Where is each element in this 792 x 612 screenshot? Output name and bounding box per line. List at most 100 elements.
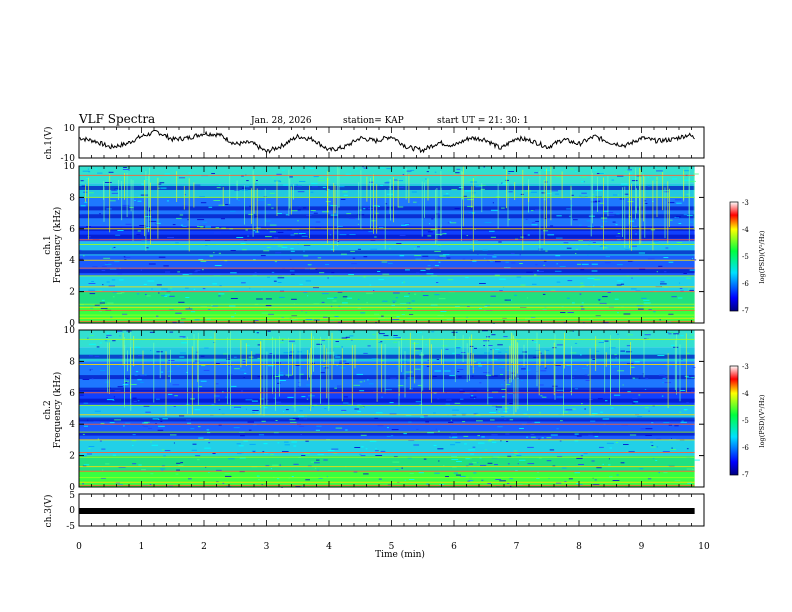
ch2-spec-speckle: [254, 330, 256, 332]
ch2-spec-speckle: [194, 349, 196, 351]
ch2-spec-speckle: [219, 409, 221, 410]
ch2-spec-layer: [79, 330, 695, 348]
ch2-spec-speckle: [680, 421, 687, 423]
ch1-spec-speckle: [241, 282, 246, 284]
ch1-spec-speckle: [479, 308, 482, 309]
ch2-spec-speckle: [468, 463, 474, 465]
ch1-spec-speckle: [263, 250, 270, 252]
ch2-spec-speckle: [472, 462, 477, 464]
ch1-spec-speckle: [668, 261, 674, 263]
ch2-spec-speckle: [441, 345, 448, 347]
time-tick-label: 2: [201, 542, 207, 552]
ch2-spec-speckle: [275, 401, 282, 403]
ch1-spec-speckle: [234, 312, 236, 314]
ch2-spec-speckle: [280, 371, 284, 373]
ch2-spec-speckle: [178, 464, 184, 466]
ch2-spec-speckle: [393, 341, 398, 343]
ch1-spec-speckle: [590, 201, 598, 203]
ch2-spec-speckle: [101, 448, 106, 450]
ch2-spec-speckle: [369, 440, 377, 442]
ch1-spec-speckle: [683, 179, 691, 181]
ch1-spec-speckle: [543, 264, 545, 266]
ch1-spec-speckle: [231, 316, 235, 318]
ch2-spec-speckle: [204, 447, 211, 449]
ch2-spec-speckle: [505, 349, 508, 351]
ch2-spec-speckle: [470, 353, 472, 355]
ch2-spec-layer: [79, 455, 695, 472]
ch1-spec-speckle: [305, 319, 313, 320]
ch1-spec-speckle: [454, 208, 460, 210]
ch1-spec-speckle: [520, 236, 524, 238]
ch1-spec-speckle: [378, 279, 384, 281]
ch2-spec-speckle: [101, 469, 104, 471]
ch1-spec-speckle: [463, 195, 467, 197]
ch1-spec-speckle: [202, 288, 206, 290]
ch1-spec-speckle: [386, 168, 393, 170]
ch2-spec-speckle: [214, 395, 220, 397]
ch1-spec-speckle: [184, 287, 189, 289]
ch2-spec-speckle: [670, 449, 676, 450]
ch2-spec-speckle: [599, 446, 604, 448]
ch2-spec-speckle: [279, 380, 286, 381]
ch2-spec-speckle: [488, 345, 493, 346]
ch2-spec-speckle: [491, 434, 498, 436]
ch1-spec-speckle: [393, 302, 395, 303]
ch2-spec-speckle: [584, 408, 586, 410]
ch1-spec-speckle: [631, 180, 638, 182]
ch1-spec-speckle: [501, 182, 503, 184]
ch2-spec-speckle: [482, 330, 488, 332]
ch2-spec-speckle: [353, 471, 358, 473]
ch1-spec-speckle: [190, 311, 196, 313]
ch1-spec-speckle: [214, 265, 222, 266]
ch1-spec-speckle: [663, 257, 669, 258]
ch2-spec-speckle: [468, 331, 471, 332]
ch2-spec-speckle: [265, 465, 270, 467]
ch1-spec-speckle: [176, 217, 182, 219]
ch1-spec-speckle: [180, 224, 183, 226]
ch1-spec-speckle: [177, 321, 185, 323]
ch1-spec-speckle: [331, 272, 335, 274]
ch1-spec-speckle: [436, 282, 439, 283]
time-axis-label: Time (min): [375, 549, 425, 560]
ch1-spec-speckle: [399, 186, 404, 188]
ch2-spec-speckle: [582, 367, 588, 369]
ch2-spec-speckle: [473, 472, 477, 474]
ch2-spec-speckle: [627, 334, 634, 336]
ch1-spec-speckle: [600, 226, 603, 228]
ch1-spec-speckle: [305, 280, 311, 282]
ch2-spec-speckle: [357, 411, 361, 413]
ch1-spec-speckle: [165, 271, 171, 273]
ch2-spec-speckle: [381, 360, 384, 362]
ch1-spec-speckle: [332, 300, 337, 302]
ch2-spec-speckle: [408, 421, 412, 423]
ch2-spec-speckle: [360, 446, 364, 448]
ch1-spec-speckle: [301, 235, 308, 237]
ch2-spec-speckle: [267, 365, 274, 367]
ch1-spec-speckle: [526, 271, 533, 273]
ch2-spec-speckle: [521, 379, 523, 381]
ch2-spec-speckle: [89, 335, 95, 336]
ch2-spec-speckle: [137, 379, 142, 381]
ch2-spec-speckle: [670, 344, 676, 346]
ch1-spec-speckle: [83, 255, 85, 257]
ch1-spec-speckle: [256, 298, 263, 300]
ch1-spec-speckle: [88, 171, 91, 173]
ch2-spec-speckle: [317, 454, 324, 456]
ch2-spec-speckle: [231, 385, 237, 387]
ch2-spec-speckle: [149, 484, 152, 485]
ch1-spec-speckle: [527, 234, 530, 236]
ch2-spec-speckle: [208, 442, 211, 444]
ch2-spec-speckle: [629, 434, 637, 436]
ch1-spec-speckle: [158, 292, 160, 294]
ch1-spec-speckle: [556, 263, 558, 265]
ch1-spec-speckle: [85, 178, 89, 180]
ch1-spec-speckle: [381, 315, 384, 317]
ch2-spec-speckle: [309, 406, 314, 408]
ch2-spec-speckle: [372, 333, 376, 335]
ch2-spec-speckle: [83, 402, 89, 404]
ch2-spec-speckle: [187, 422, 192, 424]
ch2-spec-speckle: [475, 412, 479, 414]
ch1-spec-speckle: [660, 281, 665, 283]
ch2-spec-speckle: [160, 421, 163, 422]
